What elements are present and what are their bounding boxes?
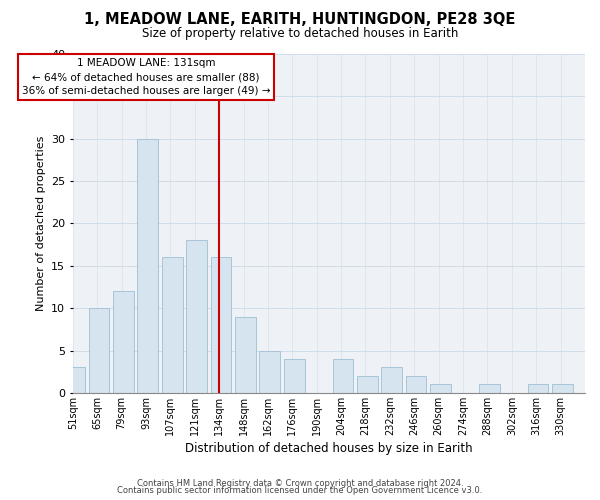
Bar [284,359,305,393]
Bar [137,138,158,393]
Bar [527,384,548,393]
Bar [113,291,134,393]
Bar [357,376,377,393]
Text: 1, MEADOW LANE, EARITH, HUNTINGDON, PE28 3QE: 1, MEADOW LANE, EARITH, HUNTINGDON, PE28… [85,12,515,28]
Text: Size of property relative to detached houses in Earith: Size of property relative to detached ho… [142,28,458,40]
Text: Contains public sector information licensed under the Open Government Licence v3: Contains public sector information licen… [118,486,482,495]
Text: Contains HM Land Registry data © Crown copyright and database right 2024.: Contains HM Land Registry data © Crown c… [137,478,463,488]
Y-axis label: Number of detached properties: Number of detached properties [35,136,46,311]
Bar [186,240,207,393]
Bar [552,384,573,393]
Bar [430,384,451,393]
Bar [235,316,256,393]
Bar [89,308,109,393]
Bar [211,258,232,393]
Bar [382,368,402,393]
X-axis label: Distribution of detached houses by size in Earith: Distribution of detached houses by size … [185,442,473,455]
Bar [259,350,280,393]
Bar [479,384,500,393]
Bar [332,359,353,393]
Bar [64,368,85,393]
Text: 1 MEADOW LANE: 131sqm
← 64% of detached houses are smaller (88)
36% of semi-deta: 1 MEADOW LANE: 131sqm ← 64% of detached … [22,58,270,96]
Bar [406,376,427,393]
Bar [162,258,182,393]
